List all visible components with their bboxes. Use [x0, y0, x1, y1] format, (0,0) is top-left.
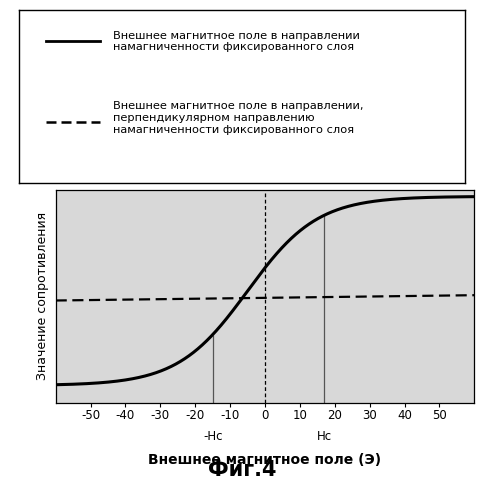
Text: Внешнее магнитное поле в направлении
намагниченности фиксированного слоя: Внешнее магнитное поле в направлении нам…	[113, 30, 360, 52]
Text: -Hс: -Hс	[203, 430, 223, 443]
Text: Hс: Hс	[317, 430, 332, 443]
Y-axis label: Значение сопротивления: Значение сопротивления	[36, 212, 49, 380]
X-axis label: Внешнее магнитное поле (Э): Внешнее магнитное поле (Э)	[149, 453, 381, 467]
Text: Фиг.4: Фиг.4	[208, 460, 276, 480]
Text: Внешнее магнитное поле в направлении,
перпендикулярном направлению
намагниченнос: Внешнее магнитное поле в направлении, пе…	[113, 102, 363, 134]
